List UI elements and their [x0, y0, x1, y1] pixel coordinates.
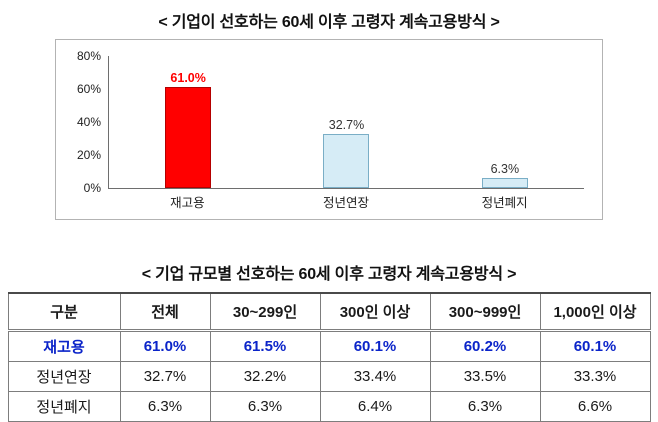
- bar-value-label: 61.0%: [170, 71, 206, 86]
- cell-value: 60.2%: [429, 330, 541, 362]
- cell-value: 60.1%: [319, 330, 431, 362]
- bar-chart-frame: 80% 60% 40% 20% 0% 61.0% 32.7% 6.3%: [55, 39, 603, 220]
- bar-value-label: 32.7%: [328, 118, 365, 133]
- bar-value-label: 6.3%: [490, 161, 520, 176]
- cell-value: 33.5%: [429, 361, 541, 392]
- cell-value: 61.0%: [119, 330, 211, 362]
- cell-value: 33.4%: [319, 361, 431, 392]
- bar-group-retirement-extension: 32.7%: [268, 56, 425, 188]
- cell-value: 6.4%: [319, 391, 431, 422]
- bar-group-retirement-abolition: 6.3%: [426, 56, 583, 188]
- plot-area: 61.0% 32.7% 6.3%: [108, 56, 584, 189]
- header-1000-plus: 1,000인 이상: [539, 292, 651, 332]
- y-tick-label: 60%: [76, 82, 101, 96]
- header-30-299: 30~299인: [209, 292, 321, 332]
- row-label: 정년폐지: [7, 391, 121, 422]
- bar-retirement-abolition: [481, 177, 528, 188]
- header-category: 구분: [7, 292, 121, 332]
- cell-value: 32.7%: [119, 361, 211, 392]
- bar-reemployment: [165, 87, 212, 188]
- cell-value: 6.6%: [539, 391, 651, 422]
- row-label: 정년연장: [7, 361, 121, 392]
- cell-value: 61.5%: [209, 330, 321, 362]
- row-label: 재고용: [7, 330, 121, 362]
- bar-chart-title: < 기업이 선호하는 60세 이후 고령자 계속고용방식 >: [158, 14, 500, 31]
- y-tick-label: 0%: [83, 181, 101, 195]
- header-total: 전체: [119, 292, 211, 332]
- table-row-retirement-abolition: 정년폐지 6.3% 6.3% 6.4% 6.3% 6.6%: [7, 391, 651, 422]
- company-size-table: 구분 전체 30~299인 300인 이상 300~999인 1,000인 이상…: [7, 292, 651, 422]
- cell-value: 6.3%: [119, 391, 211, 422]
- bar-group-reemployment: 61.0%: [110, 56, 267, 188]
- header-300-plus: 300인 이상: [319, 292, 431, 332]
- y-tick-label: 40%: [76, 115, 101, 129]
- x-label-retirement-extension: 정년연장: [322, 196, 369, 210]
- cell-value: 32.2%: [209, 361, 321, 392]
- cell-value: 6.3%: [429, 391, 541, 422]
- chart-row: 80% 60% 40% 20% 0% 61.0% 32.7% 6.3%: [64, 49, 584, 195]
- table-title: < 기업 규모별 선호하는 60세 이후 고령자 계속고용방식 >: [141, 266, 517, 283]
- bar-retirement-extension: [323, 134, 370, 188]
- y-axis: 80% 60% 40% 20% 0%: [64, 49, 108, 195]
- cell-value: 6.3%: [209, 391, 321, 422]
- cell-value: 60.1%: [539, 330, 651, 362]
- x-axis-labels: 재고용 정년연장 정년폐지: [108, 189, 584, 211]
- y-tick-label: 80%: [76, 49, 101, 63]
- table-header-row: 구분 전체 30~299인 300인 이상 300~999인 1,000인 이상: [7, 292, 651, 332]
- x-label-retirement-abolition: 정년폐지: [481, 196, 528, 210]
- table-row-reemployment: 재고용 61.0% 61.5% 60.1% 60.2% 60.1%: [7, 330, 651, 362]
- header-300-999: 300~999인: [429, 292, 541, 332]
- table-row-retirement-extension: 정년연장 32.7% 32.2% 33.4% 33.5% 33.3%: [7, 361, 651, 392]
- cell-value: 33.3%: [539, 361, 651, 392]
- y-tick-label: 20%: [76, 148, 101, 162]
- x-label-reemployment: 재고용: [170, 196, 205, 210]
